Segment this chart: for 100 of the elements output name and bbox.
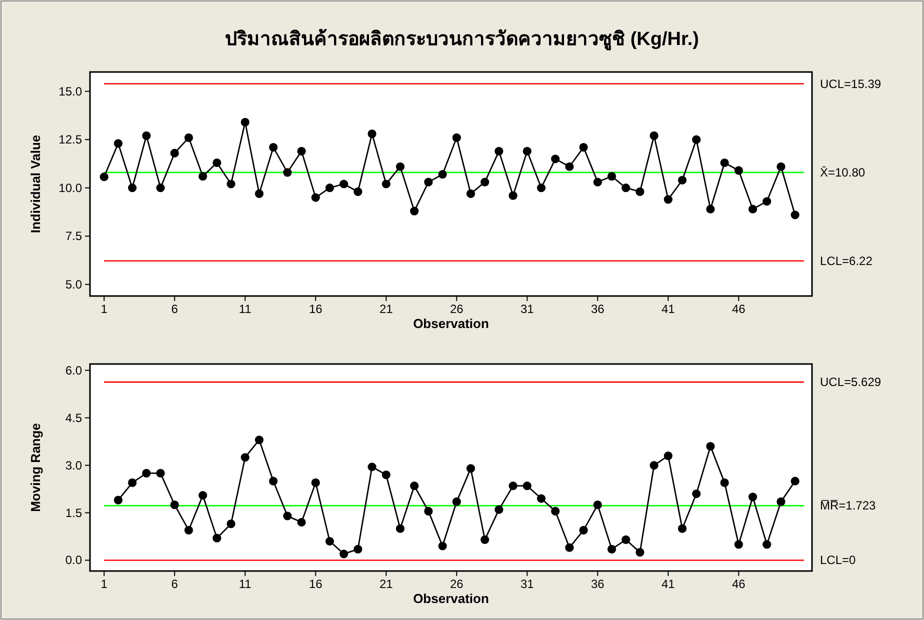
point xyxy=(410,482,419,490)
x-tick-label: 6 xyxy=(171,577,178,591)
x-tick-label: 21 xyxy=(379,577,394,591)
point xyxy=(325,536,334,546)
y-tick-label: 7.5 xyxy=(65,229,82,244)
y-axis-title: Moving Range xyxy=(28,423,43,512)
x-tick-label: 31 xyxy=(520,577,534,591)
point xyxy=(607,544,616,554)
point xyxy=(382,180,390,188)
x-tick-label: 6 xyxy=(171,302,178,316)
y-axis-title: Individual Value xyxy=(28,134,43,234)
point xyxy=(720,478,729,487)
point xyxy=(748,204,758,214)
y-tick-label: 6.0 xyxy=(65,363,82,378)
point xyxy=(184,526,194,534)
point xyxy=(664,451,672,460)
point xyxy=(368,462,376,472)
y-tick-label: 15.0 xyxy=(58,84,82,98)
point xyxy=(664,195,672,204)
x-tick-label: 26 xyxy=(450,302,464,316)
point xyxy=(480,178,490,186)
point xyxy=(636,548,644,557)
point xyxy=(748,492,758,502)
x-axis-title: Observation xyxy=(413,591,489,606)
x-tick-label: 36 xyxy=(590,302,605,316)
point xyxy=(438,542,447,550)
point xyxy=(424,178,433,186)
x-tick-label: 11 xyxy=(238,577,252,591)
point xyxy=(466,464,476,473)
point xyxy=(311,193,320,202)
point xyxy=(650,131,658,140)
point xyxy=(226,520,236,528)
point xyxy=(551,506,560,516)
point xyxy=(128,184,137,192)
point xyxy=(466,189,476,198)
point xyxy=(198,172,208,181)
x-tick-label: 11 xyxy=(238,302,252,316)
point xyxy=(452,133,461,142)
point xyxy=(734,540,743,549)
point xyxy=(184,133,194,142)
point xyxy=(678,524,687,533)
point xyxy=(297,146,306,156)
y-tick-label: 5.0 xyxy=(65,277,82,292)
point xyxy=(340,180,348,188)
point xyxy=(283,168,292,177)
point xyxy=(790,210,800,220)
point xyxy=(226,180,236,188)
point xyxy=(762,197,772,206)
point xyxy=(650,460,658,470)
y-tick-label: 3.0 xyxy=(65,458,82,472)
point xyxy=(354,187,362,196)
point xyxy=(508,482,518,490)
point xyxy=(776,497,786,506)
point xyxy=(536,184,546,192)
point xyxy=(142,468,151,478)
point xyxy=(170,500,179,510)
x-tick-label: 1 xyxy=(100,302,108,316)
ref-line-label: UCL=5.629 xyxy=(820,375,882,390)
x-tick-label: 16 xyxy=(308,577,323,591)
x-tick-label: 46 xyxy=(732,577,746,591)
point xyxy=(156,184,165,192)
point xyxy=(508,191,518,200)
point xyxy=(762,540,772,549)
point xyxy=(720,158,729,168)
ref-line-label: LCL=0 xyxy=(820,553,856,568)
x-axis-title: Observation xyxy=(413,316,489,331)
point xyxy=(212,158,222,168)
ref-line-label: M̅R̅=1.723 xyxy=(820,498,876,513)
point xyxy=(692,135,701,144)
y-tick-label: 10.0 xyxy=(58,180,82,195)
point xyxy=(480,535,490,544)
point xyxy=(452,497,461,506)
point xyxy=(156,468,165,478)
point xyxy=(212,534,222,542)
x-tick-label: 16 xyxy=(308,302,323,316)
point xyxy=(340,550,348,558)
point xyxy=(114,139,123,148)
x-tick-label: 26 xyxy=(450,577,464,591)
ref-line-label: LCL=6.22 xyxy=(820,254,873,268)
point xyxy=(593,500,602,510)
point xyxy=(706,204,715,214)
point xyxy=(254,189,264,198)
x-tick-label: 46 xyxy=(732,302,746,316)
point xyxy=(692,489,701,498)
point xyxy=(240,453,250,462)
x-tick-label: 1 xyxy=(100,577,108,591)
point xyxy=(536,494,546,503)
point xyxy=(494,505,504,514)
x-tick-label: 21 xyxy=(379,302,394,316)
point xyxy=(142,131,151,140)
point xyxy=(522,482,532,490)
y-tick-label: 4.5 xyxy=(65,410,82,425)
x-tick-label: 36 xyxy=(590,577,605,591)
point xyxy=(494,146,504,156)
point xyxy=(269,143,278,152)
point xyxy=(776,162,786,171)
x-tick-label: 41 xyxy=(661,302,676,316)
point xyxy=(438,170,447,179)
point xyxy=(565,543,574,552)
point xyxy=(283,512,292,520)
